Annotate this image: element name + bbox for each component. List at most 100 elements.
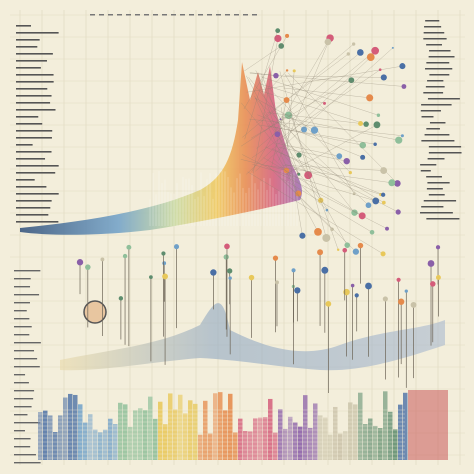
bar <box>173 409 178 460</box>
dot <box>395 136 403 144</box>
dot <box>376 113 381 117</box>
connector <box>259 90 367 125</box>
connector <box>287 72 398 184</box>
text-line <box>425 20 440 22</box>
text-line <box>429 74 450 76</box>
stem-head <box>227 268 233 274</box>
text-line <box>428 146 462 148</box>
stem-head <box>357 242 364 249</box>
text-line <box>99 14 104 16</box>
bar <box>373 425 378 460</box>
connector <box>246 56 371 175</box>
dot <box>352 248 360 255</box>
dot <box>343 157 350 165</box>
stem-head <box>325 300 332 307</box>
dot <box>330 227 334 232</box>
text-line <box>427 80 444 82</box>
text-line <box>424 26 442 28</box>
text-line <box>180 14 185 16</box>
bar <box>228 393 233 460</box>
dot <box>292 69 296 73</box>
connector <box>282 178 373 233</box>
text-line <box>14 462 41 464</box>
text-line <box>426 176 442 178</box>
bar <box>108 418 113 460</box>
text-line <box>428 194 445 196</box>
bar <box>143 410 148 460</box>
bar <box>153 418 158 460</box>
text-line <box>14 438 31 440</box>
text-line <box>429 50 451 52</box>
dot <box>381 200 386 205</box>
text-line <box>16 144 33 146</box>
text-line <box>426 62 450 64</box>
stem-head <box>410 301 417 308</box>
text-line <box>14 382 29 384</box>
bar <box>158 401 163 460</box>
text-line <box>252 14 257 16</box>
bar <box>88 414 93 460</box>
bar <box>393 429 398 460</box>
bar <box>253 418 258 460</box>
dot <box>399 63 406 70</box>
dot <box>391 46 394 49</box>
text-line <box>14 302 30 304</box>
bar <box>68 393 73 460</box>
bar <box>378 428 383 460</box>
dot <box>358 212 366 220</box>
bar <box>128 426 133 460</box>
text-line <box>16 172 56 174</box>
text-line <box>14 454 36 456</box>
connector <box>278 37 331 161</box>
dot <box>310 126 319 134</box>
text-line <box>426 128 440 130</box>
dot <box>359 141 367 149</box>
text-line <box>421 116 434 118</box>
bar <box>133 410 138 460</box>
dot <box>385 226 389 231</box>
text-line <box>420 164 437 166</box>
bar <box>288 416 293 460</box>
bar <box>358 392 363 460</box>
stem-head <box>274 280 279 285</box>
ring-icon <box>83 300 107 324</box>
connector <box>241 102 321 201</box>
bar-strip <box>38 391 408 460</box>
text-blocks <box>14 14 462 464</box>
dot <box>365 202 372 209</box>
stem-markers <box>76 242 441 394</box>
text-line <box>429 122 446 124</box>
text-line <box>198 14 203 16</box>
connector <box>244 30 278 140</box>
connector <box>254 97 369 206</box>
text-line <box>126 14 131 16</box>
text-line <box>427 98 460 100</box>
dot <box>378 68 382 72</box>
text-line <box>14 278 31 280</box>
bar <box>238 418 243 460</box>
text-line <box>14 318 30 320</box>
rainbow-wave <box>20 62 303 235</box>
text-line <box>16 67 41 69</box>
dot <box>395 209 401 215</box>
connector <box>260 76 379 116</box>
dot <box>380 74 387 81</box>
connector <box>285 75 384 78</box>
bar <box>273 432 278 460</box>
text-line <box>16 88 48 90</box>
text-line <box>423 32 445 34</box>
connector <box>249 72 276 76</box>
dot <box>304 171 313 180</box>
text-line <box>16 46 38 48</box>
dot <box>380 251 386 257</box>
text-line <box>16 151 52 153</box>
bar <box>213 393 218 460</box>
stem-head <box>427 260 435 267</box>
dot <box>325 208 329 212</box>
text-line <box>16 53 53 55</box>
bar <box>178 394 183 460</box>
bar <box>63 397 68 460</box>
bar <box>268 398 273 460</box>
dot <box>274 34 282 43</box>
text-line <box>14 406 32 408</box>
